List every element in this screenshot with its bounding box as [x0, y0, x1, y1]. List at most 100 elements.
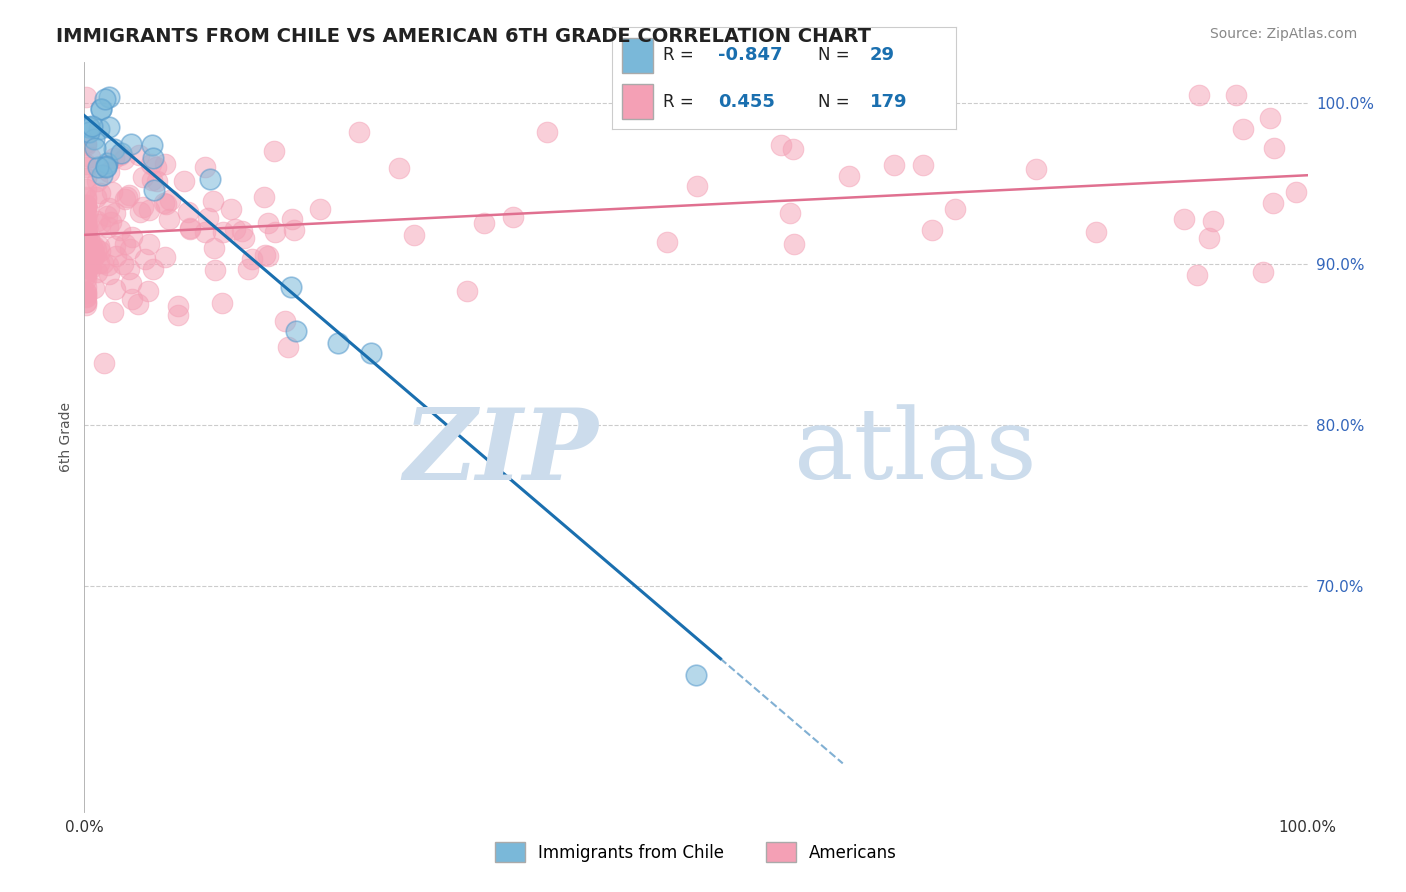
Point [83, 131, 105, 145]
Point [75, 268, 97, 282]
Point [118, 262, 141, 277]
Y-axis label: 6th Grade: 6th Grade [59, 402, 73, 472]
Point [75, 260, 97, 274]
Point [77, 120, 100, 134]
Point [404, 228, 426, 243]
Point [111, 257, 134, 271]
Point [159, 193, 181, 207]
Point [202, 241, 225, 255]
Text: -0.847: -0.847 [718, 46, 783, 64]
Point [194, 160, 217, 174]
Point [75, 290, 97, 304]
Point [75, 272, 97, 286]
Point [75, 200, 97, 214]
Point [138, 236, 160, 251]
Point [212, 225, 235, 239]
Point [328, 335, 350, 350]
Point [202, 194, 225, 208]
Text: N =: N = [818, 46, 855, 64]
Point [75, 298, 97, 312]
Point [75, 192, 97, 206]
Point [91, 256, 114, 270]
Point [75, 236, 97, 251]
Point [263, 144, 285, 158]
Point [347, 125, 370, 139]
Point [157, 211, 180, 226]
Point [782, 142, 804, 156]
Point [1173, 212, 1195, 227]
Point [141, 157, 163, 171]
Point [167, 299, 190, 313]
Point [76, 227, 98, 242]
Point [921, 223, 943, 237]
Text: R =: R = [664, 46, 699, 64]
Point [883, 158, 905, 172]
Point [145, 174, 167, 188]
Point [77, 260, 100, 275]
Point [769, 138, 792, 153]
Point [132, 170, 155, 185]
Point [90, 102, 112, 116]
Point [89, 244, 111, 258]
Point [274, 313, 297, 327]
Point [89, 217, 111, 231]
Point [75, 200, 97, 214]
Point [134, 252, 156, 266]
Point [97, 165, 120, 179]
Point [136, 284, 159, 298]
Point [1084, 225, 1107, 239]
Point [285, 325, 308, 339]
Point [75, 280, 97, 294]
Point [86, 160, 108, 174]
Point [76, 221, 98, 235]
Point [1232, 121, 1254, 136]
Bar [621, 84, 652, 119]
Point [96, 156, 118, 170]
Point [84, 189, 107, 203]
Point [1260, 111, 1282, 125]
Point [104, 239, 127, 253]
Point [86, 214, 108, 228]
Text: 29: 29 [870, 46, 896, 64]
Point [79, 150, 101, 164]
Point [211, 296, 233, 310]
Point [198, 172, 221, 186]
Text: 0.455: 0.455 [718, 93, 775, 111]
Point [153, 157, 176, 171]
Point [277, 340, 299, 354]
Point [75, 223, 97, 237]
Point [90, 103, 112, 117]
Point [685, 667, 707, 681]
Point [103, 151, 125, 165]
Point [177, 204, 200, 219]
Point [197, 211, 219, 225]
Point [75, 157, 97, 171]
Point [1263, 196, 1285, 211]
Point [779, 206, 801, 220]
Point [94, 92, 117, 106]
Point [179, 222, 201, 236]
Point [783, 236, 806, 251]
Point [75, 136, 97, 151]
Point [82, 242, 104, 256]
Point [75, 227, 97, 241]
Point [96, 209, 118, 223]
Point [87, 256, 110, 270]
Point [360, 346, 382, 360]
Point [75, 295, 97, 310]
Point [100, 214, 122, 228]
Point [75, 289, 97, 303]
Point [75, 219, 97, 234]
Point [75, 190, 97, 204]
Point [104, 282, 127, 296]
Point [89, 122, 111, 136]
Point [75, 202, 97, 216]
Point [75, 247, 97, 261]
Point [77, 125, 100, 139]
Point [101, 185, 124, 199]
Point [75, 182, 97, 196]
Point [112, 152, 135, 166]
Point [75, 138, 97, 153]
Point [79, 261, 101, 276]
Point [142, 151, 165, 165]
